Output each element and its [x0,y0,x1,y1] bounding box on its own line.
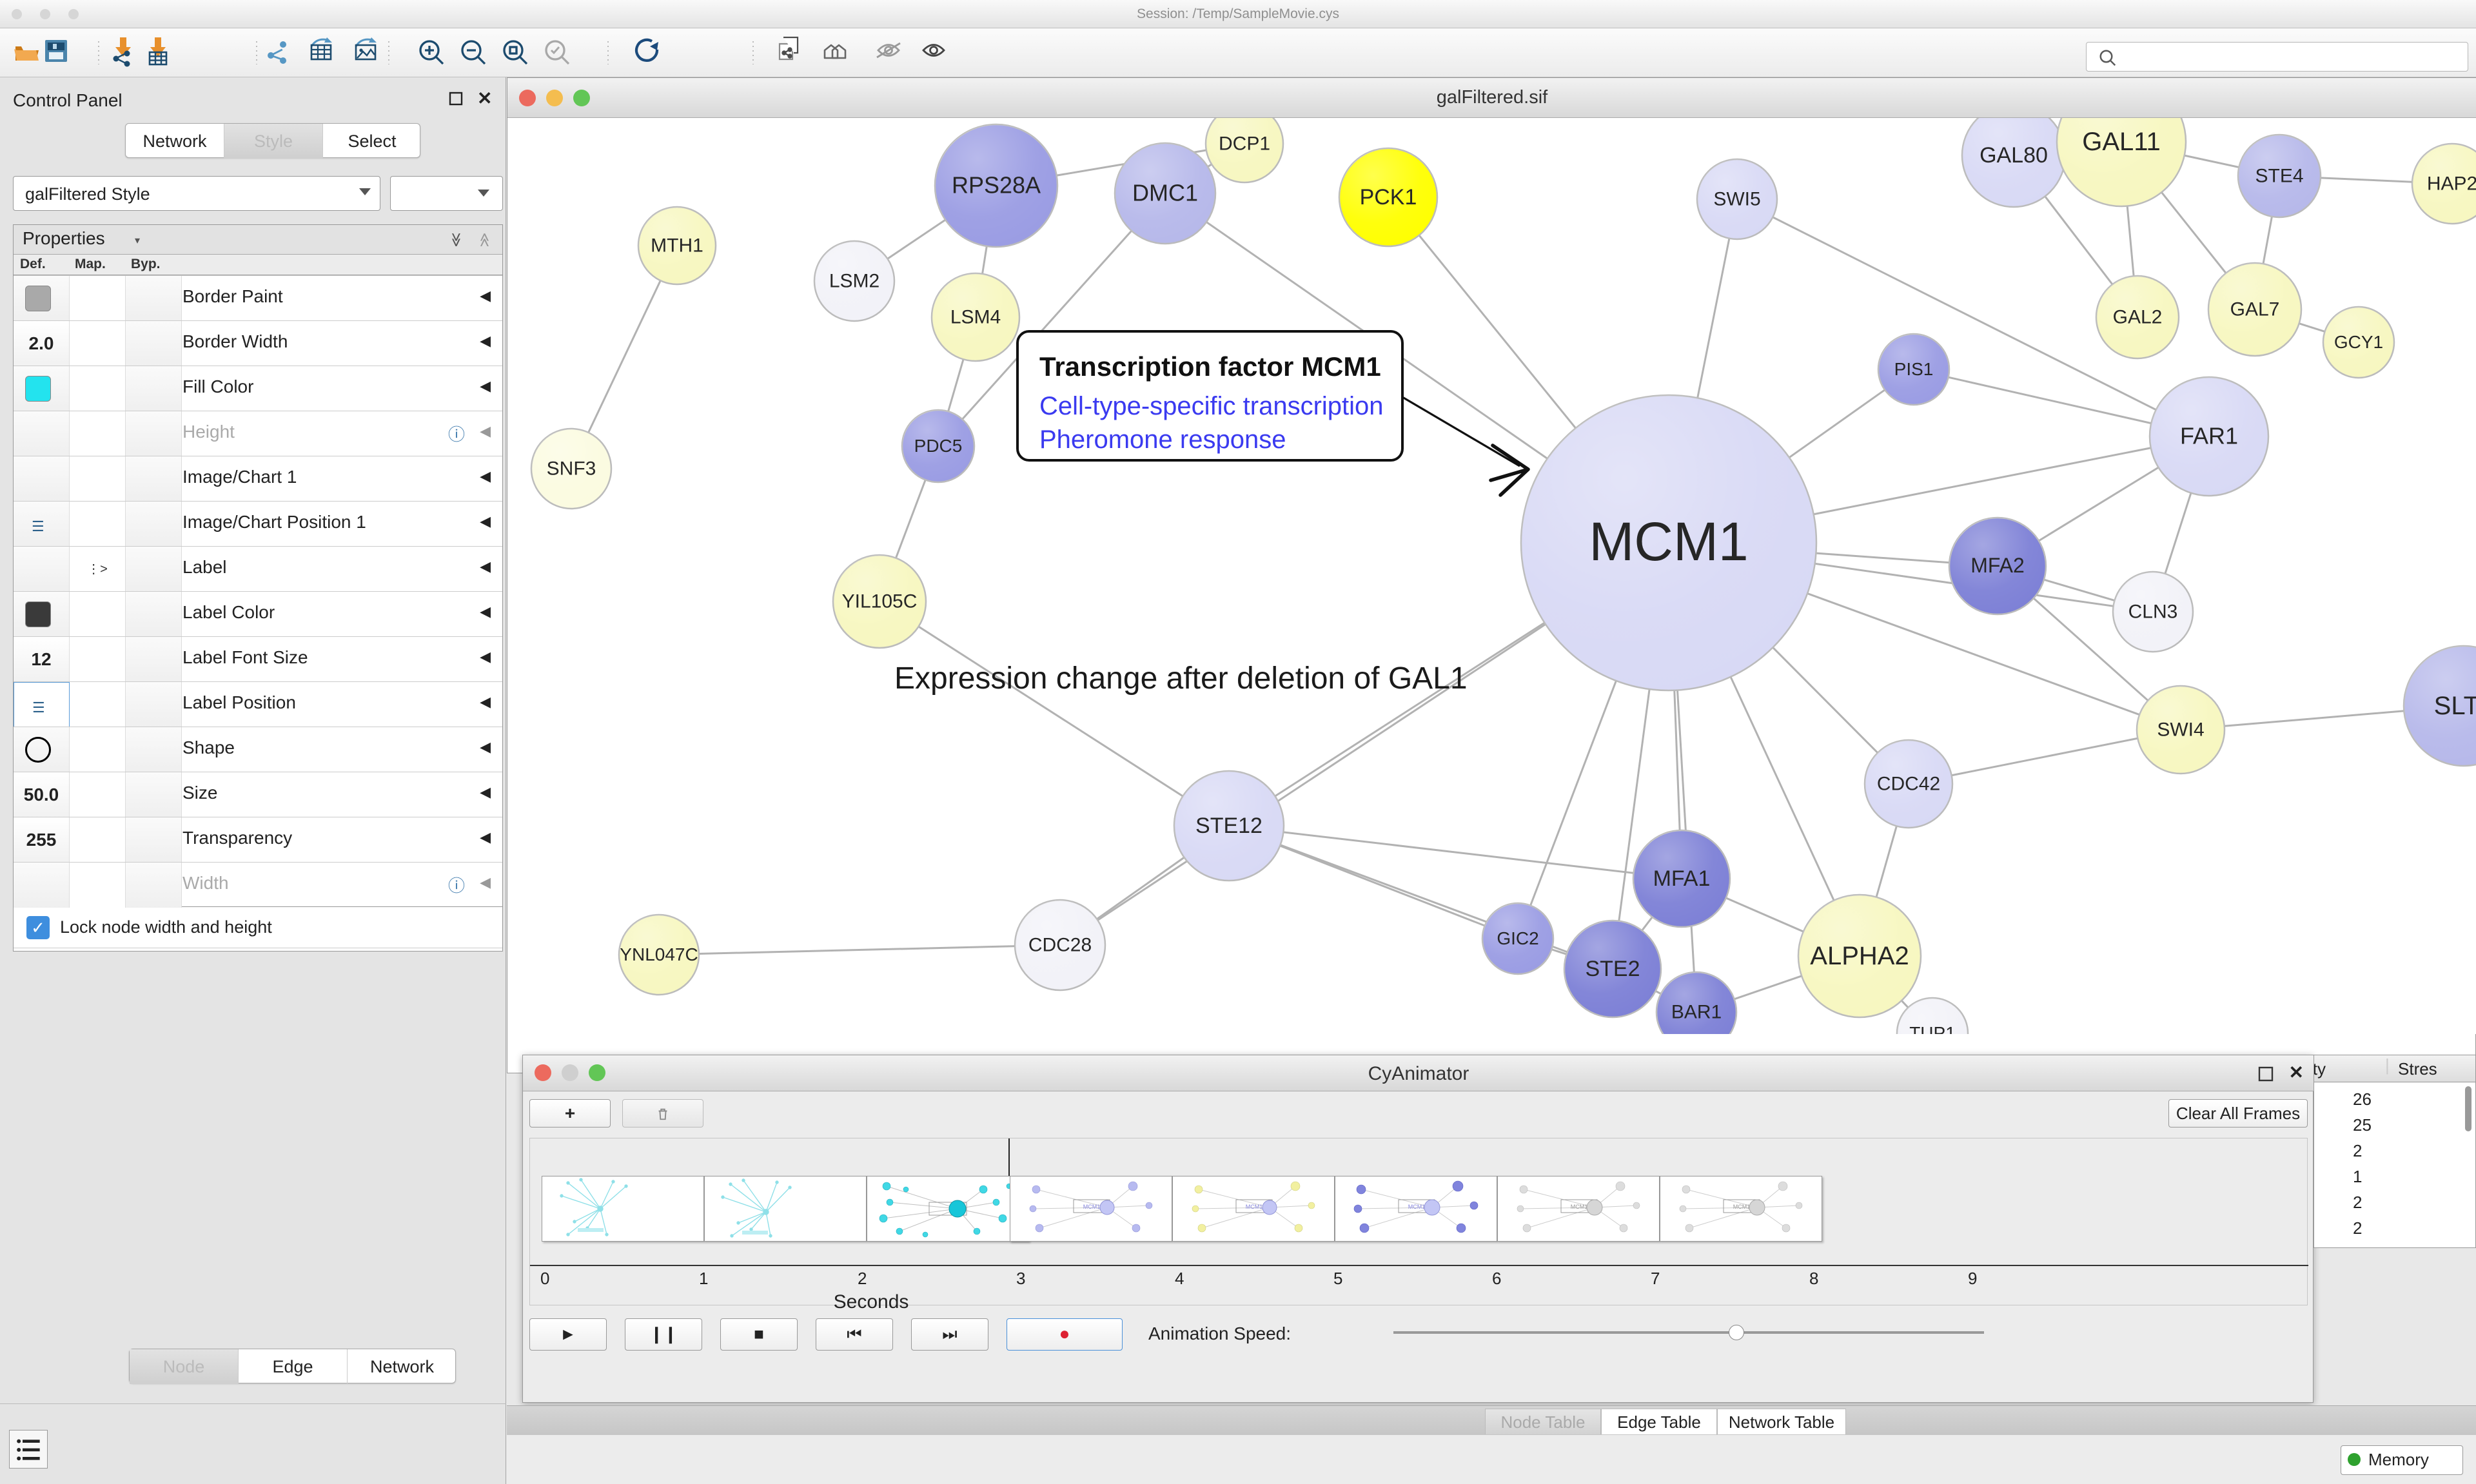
svg-text:STE4: STE4 [2255,166,2303,187]
svg-text:STE2: STE2 [1585,957,1640,981]
svg-text:Transcription factor MCM1: Transcription factor MCM1 [1039,351,1381,382]
svg-text:SWI5: SWI5 [1713,189,1760,210]
svg-text:Expression change after deleti: Expression change after deletion of GAL1 [894,661,1468,696]
svg-text:MCM1: MCM1 [1408,1204,1426,1210]
svg-text:GCY1: GCY1 [2334,332,2383,352]
svg-text:SWI4: SWI4 [2157,719,2204,741]
svg-text:GIC2: GIC2 [1497,928,1538,948]
svg-text:MCM1: MCM1 [1589,511,1748,572]
svg-text:STE12: STE12 [1195,814,1263,838]
svg-text:RPS28A: RPS28A [952,172,1041,199]
svg-text:PIS1: PIS1 [1894,359,1934,379]
svg-text:FAR1: FAR1 [2180,423,2238,449]
svg-text:GAL80: GAL80 [1980,143,2048,168]
svg-text:YIL105C: YIL105C [842,591,918,612]
svg-text:HAP2: HAP2 [2427,173,2476,195]
svg-text:GAL2: GAL2 [2113,307,2163,328]
svg-text:CLN3: CLN3 [2128,601,2178,623]
svg-text:SLT2: SLT2 [2434,692,2476,720]
svg-text:SNF3: SNF3 [547,458,596,480]
svg-text:PDC5: PDC5 [914,436,963,456]
svg-text:CDC42: CDC42 [1877,774,1940,795]
svg-text:MTH1: MTH1 [651,235,703,257]
svg-text:CDC28: CDC28 [1028,935,1092,956]
svg-text:LSM2: LSM2 [829,271,879,292]
svg-text:Pheromone response: Pheromone response [1039,425,1286,454]
svg-text:PCK1: PCK1 [1360,185,1417,210]
svg-text:DMC1: DMC1 [1132,180,1198,206]
svg-text:MFA2: MFA2 [1970,554,2025,577]
svg-text:Cell-type-specific transcripti: Cell-type-specific transcription [1039,392,1384,420]
svg-text:MCM1: MCM1 [1083,1204,1101,1210]
svg-text:YNL047C: YNL047C [620,944,698,964]
svg-text:GAL7: GAL7 [2230,299,2280,320]
svg-text:BAR1: BAR1 [1671,1002,1722,1023]
svg-text:GAL11: GAL11 [2082,128,2161,156]
svg-text:DCP1: DCP1 [1219,133,1270,155]
svg-text:ALPHA2: ALPHA2 [1810,942,1909,970]
svg-text:LSM4: LSM4 [950,307,1001,328]
svg-text:MCM1: MCM1 [1733,1204,1751,1210]
svg-text:TUP1: TUP1 [1909,1023,1956,1034]
svg-text:MFA1: MFA1 [1653,866,1711,891]
svg-text:MCM1: MCM1 [1246,1204,1263,1210]
svg-text:MCM1: MCM1 [1571,1204,1588,1210]
